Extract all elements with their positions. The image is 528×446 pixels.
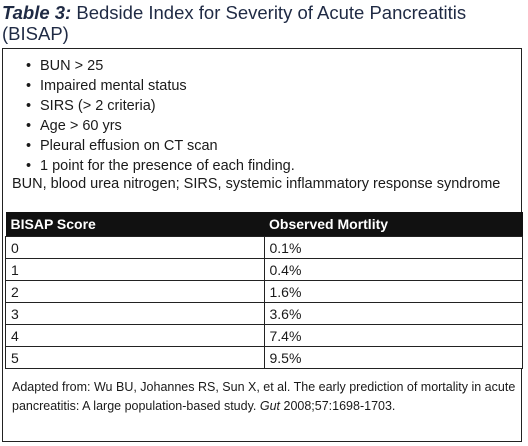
score-cell: 1 xyxy=(5,258,265,281)
criteria-item: • Impaired mental status xyxy=(26,78,187,94)
table-row: 2 1.6% xyxy=(5,280,523,303)
bullet-icon: • xyxy=(26,78,32,94)
mortality-cell: 7.4% xyxy=(263,324,523,347)
mortality-cell: 0.4% xyxy=(263,258,523,281)
source-footnote: Adapted from: Wu BU, Johannes RS, Sun X,… xyxy=(12,380,516,413)
table-title-label: Table 3: xyxy=(2,2,72,23)
bullet-icon: • xyxy=(26,58,32,74)
table-row: 3 3.6% xyxy=(5,302,523,325)
header-bisap-score: BISAP Score xyxy=(5,212,264,237)
bullet-icon: • xyxy=(26,138,32,154)
table-row: 0 0.1% xyxy=(5,236,523,259)
header-observed-mortality: Observed Mortlity xyxy=(264,212,523,237)
mortality-cell: 9.5% xyxy=(263,346,523,369)
mortality-cell: 0.1% xyxy=(263,236,523,259)
bisap-table: BISAP Score Observed Mortlity 0 0.1% 1 0.4… xyxy=(5,212,523,369)
bullet-icon: • xyxy=(26,98,32,114)
criteria-item: • 1 point for the presence of each findin… xyxy=(26,158,295,174)
score-cell: 2 xyxy=(5,280,265,303)
criteria-item: • Pleural effusion on CT scan xyxy=(26,138,218,154)
criteria-item: • Age > 60 yrs xyxy=(26,118,122,134)
bullet-icon: • xyxy=(26,118,32,134)
abbreviations-note: BUN, blood urea nitrogen; SIRS, systemic… xyxy=(12,176,501,192)
mortality-cell: 3.6% xyxy=(263,302,523,325)
score-cell: 3 xyxy=(5,302,265,325)
table-title-text: Bedside Index for Severity of Acute Panc… xyxy=(2,2,467,44)
criteria-item: • BUN > 25 xyxy=(26,58,104,74)
table-row: 4 7.4% xyxy=(5,324,523,347)
criteria-item: • SIRS (> 2 criteria) xyxy=(26,98,156,114)
table-row: 5 9.5% xyxy=(5,346,523,369)
score-cell: 4 xyxy=(5,324,265,347)
table-row: 1 0.4% xyxy=(5,258,523,281)
criteria-list: • BUN > 25 • Impaired mental status • SIRS … xyxy=(22,56,295,176)
score-cell: 5 xyxy=(5,346,265,369)
journal-name: Gut xyxy=(259,399,281,413)
table-title: Table 3: Bedside Index for Severity of A… xyxy=(2,2,522,44)
table-header-row: BISAP Score Observed Mortlity xyxy=(5,212,523,237)
bullet-icon: • xyxy=(26,158,32,174)
mortality-cell: 1.6% xyxy=(263,280,523,303)
score-cell: 0 xyxy=(5,236,265,259)
